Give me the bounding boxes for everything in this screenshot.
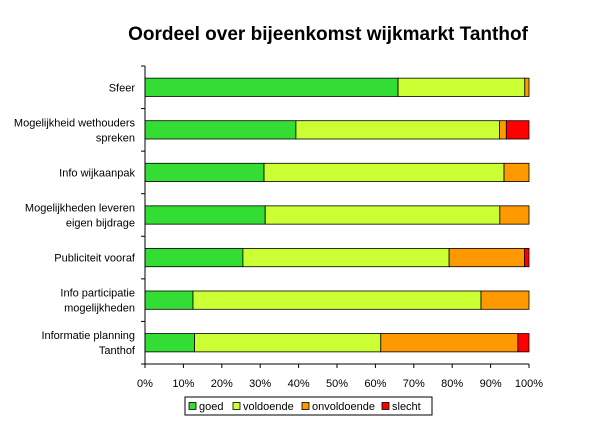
bar-segment-onvoldoende-4 (448, 248, 525, 268)
bar-segment-voldoende-3 (264, 205, 501, 225)
bar-segment-voldoende-5 (192, 290, 482, 310)
x-tick-label-10: 100% (515, 378, 543, 390)
legend-swatch-voldoende (232, 402, 241, 410)
bar-segment-onvoldoende-1 (499, 120, 507, 140)
legend-label-goed: goed (199, 401, 223, 413)
x-tick-label-9: 90% (480, 378, 502, 390)
legend-label-slecht: slecht (392, 401, 421, 413)
category-label-1-line-1: spreken (96, 132, 135, 144)
category-label-4-line-0: Publiciteit vooraf (54, 253, 136, 265)
bar-segment-onvoldoende-3 (499, 205, 530, 225)
category-label-1-line-0: Mogelijkheid wethouders (14, 117, 136, 129)
legend-swatch-slecht (381, 402, 390, 410)
bar-segment-voldoende-2 (263, 162, 505, 182)
bar-segment-onvoldoende-6 (380, 333, 519, 353)
bar-segment-goed-3 (144, 205, 266, 225)
legend: goed voldoende onvoldoende slecht (184, 396, 433, 416)
legend-label-voldoende: voldoende (243, 401, 294, 413)
legend-swatch-onvoldoende (301, 402, 310, 410)
x-tick-label-7: 70% (403, 378, 425, 390)
plot-area: Sfeer Mogelijkheid wethouders spreken Info … (14, 65, 543, 390)
x-tick-label-6: 60% (364, 378, 386, 390)
category-label-3-line-1: eigen bijdrage (66, 218, 135, 230)
bar-segment-goed-1 (144, 120, 297, 140)
bar-segment-voldoende-0 (397, 77, 526, 97)
x-tick-label-0: 0% (137, 378, 153, 390)
legend-label-onvoldoende: onvoldoende (312, 401, 375, 413)
bar-segment-onvoldoende-2 (503, 162, 530, 182)
category-label-6-line-0: Informatie planning (41, 330, 135, 342)
x-tick-label-2: 20% (211, 378, 233, 390)
bar-segment-goed-5 (144, 290, 194, 310)
bar-segment-goed-0 (144, 77, 399, 97)
bar-segment-slecht-6 (517, 333, 530, 353)
bar-segment-onvoldoende-0 (524, 77, 530, 97)
bar-segment-slecht-4 (523, 248, 530, 268)
legend-swatch-goed (188, 402, 197, 410)
bar-segment-goed-4 (144, 248, 244, 268)
category-label-0-line-0: Sfeer (109, 82, 136, 94)
chart-title: Oordeel over bijeenkomst wijkmarkt Tanth… (128, 24, 528, 45)
category-label-6-line-1: Tanthof (99, 345, 136, 357)
x-tick-label-4: 40% (288, 378, 310, 390)
category-label-5-line-1: mogelijkheden (64, 303, 135, 315)
x-tick-label-1: 10% (172, 378, 194, 390)
bar-segment-goed-2 (144, 162, 265, 182)
category-label-5-line-0: Info participatie (60, 288, 135, 300)
x-tick-label-5: 50% (326, 378, 348, 390)
category-label-2-line-0: Info wijkaanpak (59, 167, 135, 179)
bar-segment-slecht-1 (505, 120, 530, 140)
bar-segment-voldoende-4 (242, 248, 450, 268)
x-tick-label-8: 80% (441, 378, 463, 390)
bar-segment-goed-6 (144, 333, 195, 353)
x-tick-label-3: 30% (249, 378, 271, 390)
bar-segment-voldoende-1 (295, 120, 500, 140)
bar-segment-onvoldoende-5 (480, 290, 530, 310)
bar-segment-voldoende-6 (194, 333, 382, 353)
category-label-3-line-0: Mogelijkheden leveren (25, 203, 135, 215)
